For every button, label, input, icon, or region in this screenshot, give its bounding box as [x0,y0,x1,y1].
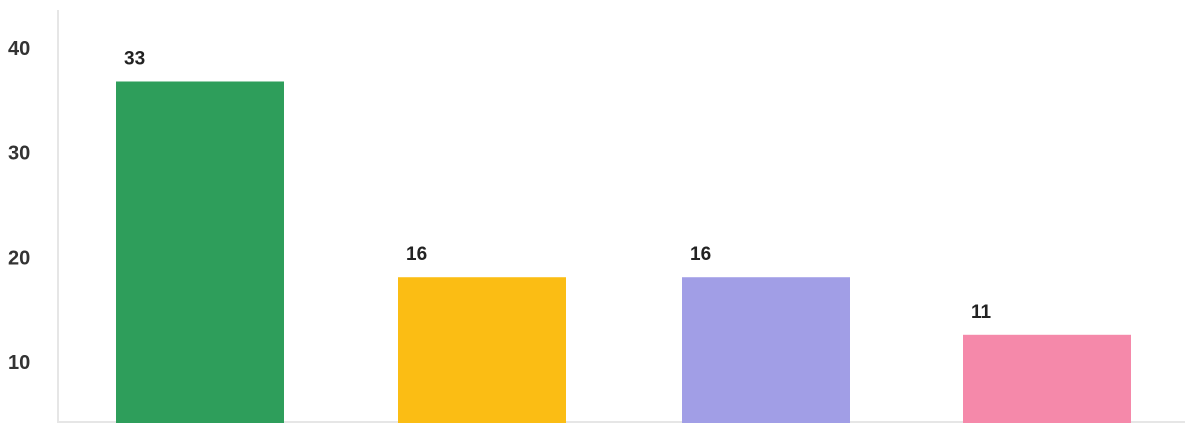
y-axis: 10 20 30 40 [8,10,59,423]
y-tick-label: 30 [8,143,30,165]
data-labels-group: 33 16 16 11 [124,48,992,322]
y-tick-label: 20 [8,247,30,269]
bar-value-label: 16 [406,244,427,265]
y-tick-label: 10 [8,352,30,374]
bar-value-label: 33 [124,48,145,69]
bar [682,277,850,423]
bar [398,277,566,423]
bar-value-label: 16 [690,244,711,265]
bar [963,334,1131,423]
bar-value-label: 11 [971,302,992,323]
bars-group [116,81,1131,423]
bar [116,81,284,423]
y-tick-label: 40 [8,38,30,60]
